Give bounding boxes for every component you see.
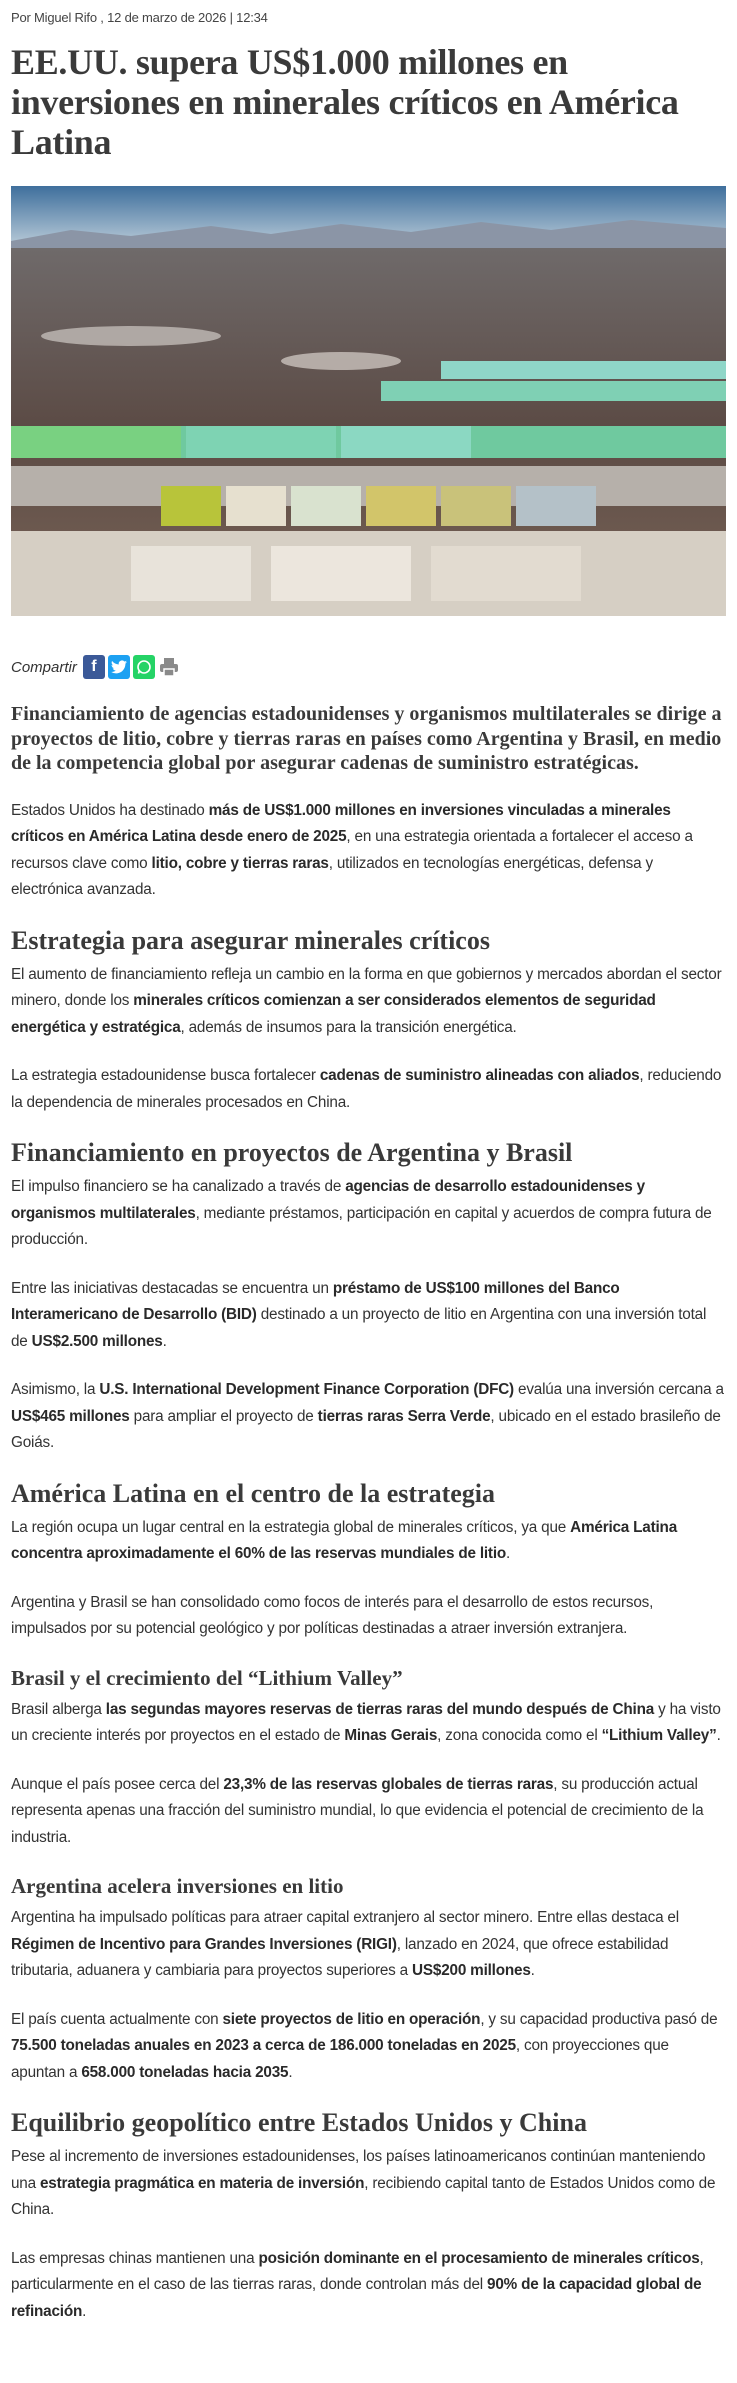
highlighted-text: agencias de desarrollo estadounidenses y… — [11, 1178, 645, 1222]
article: Por Miguel Rifo , 12 de marzo de 2026 | … — [11, 10, 726, 2326]
share-label: Compartir — [11, 658, 77, 676]
highlighted-text: cadenas de suministro alineadas con alia… — [319, 1067, 640, 1084]
paragraph-text: , recibiendo capital tanto de Estados Un… — [11, 2174, 716, 2219]
highlighted-text: tierras raras Serra Verde — [317, 1407, 491, 1425]
paragraph-text: , además de insumos para la transición e… — [180, 1018, 517, 1036]
paragraph-text: , lanzado en 2024, que ofrece estabilida… — [11, 1935, 669, 1980]
twitter-icon[interactable] — [107, 655, 130, 679]
paragraph-text: La región ocupa un lugar central en la e… — [11, 1518, 571, 1536]
paragraph-text: , y su capacidad productiva pasó de — [480, 2010, 718, 2028]
article-paragraph: Pese al incremento de inversiones estado… — [11, 2144, 726, 2224]
paragraph-text: Argentina ha impulsado políticas para at… — [11, 1909, 679, 1926]
paragraph-text: , zona conocida como el — [437, 1727, 602, 1744]
highlighted-text: las segundas mayores reservas de tierras… — [105, 1700, 655, 1718]
highlighted-text: más de US$1.000 millones en inversiones … — [11, 801, 671, 846]
highlighted-text: América Latina concentra aproximadamente… — [11, 1518, 678, 1563]
highlighted-text: 658.000 toneladas hacia 2035 — [81, 2063, 289, 2081]
article-paragraph: Aunque el país posee cerca del 23,3% de … — [11, 1772, 726, 1852]
highlighted-text: US$200 millones — [412, 1962, 531, 1979]
article-paragraph: La estrategia estadounidense busca forta… — [11, 1063, 726, 1116]
paragraph-text: Entre las iniciativas destacadas se encu… — [11, 1279, 333, 1297]
section-heading: Financiamiento en proyectos de Argentina… — [11, 1138, 573, 1167]
paragraph-text: El aumento de financiamiento refleja un … — [11, 965, 722, 1010]
paragraph-text: , con proyecciones que apuntan a — [11, 2037, 669, 2081]
paragraph-text: y ha visto un creciente interés por proy… — [11, 1700, 721, 1745]
highlighted-text: US$2.500 millones — [31, 1332, 163, 1350]
highlighted-text: 23,3% de las reservas globales de tierra… — [223, 1775, 554, 1793]
highlighted-text: minerales críticos comienzan a ser consi… — [11, 992, 656, 1036]
paragraph-text: , mediante préstamos, participación en c… — [11, 1204, 712, 1249]
article-paragraph: El impulso financiero se ha canalizado a… — [11, 1174, 726, 1254]
highlighted-text: 75.500 toneladas anuales en 2023 a cerca… — [11, 2037, 516, 2054]
paragraph-text: El país cuenta actualmente con — [11, 2010, 223, 2028]
paragraph-text: Aunque el país posee cerca del — [11, 1775, 224, 1793]
highlighted-text: estrategia pragmática en materia de inve… — [39, 2174, 365, 2192]
paragraph-text: evalúa una inversión cercana a — [513, 1381, 724, 1398]
paragraph-text: Brasil alberga — [11, 1700, 106, 1718]
paragraph-text: . — [506, 1545, 511, 1562]
article-paragraph: El aumento de financiamiento refleja un … — [11, 962, 726, 1042]
facebook-icon[interactable]: f — [82, 655, 105, 679]
highlighted-text: posición dominante en el procesamiento d… — [258, 2249, 700, 2267]
print-icon[interactable] — [158, 655, 180, 679]
paragraph-text: . — [530, 1962, 535, 1979]
highlighted-text: litio, cobre y tierras raras — [151, 854, 329, 872]
paragraph-text: . — [82, 2302, 87, 2320]
paragraph-text: para ampliar el proyecto de — [129, 1407, 318, 1425]
section-heading: Estrategia para asegurar minerales críti… — [11, 925, 490, 955]
paragraph-text: destinado a un proyecto de litio en Arge… — [11, 1306, 707, 1350]
article-paragraph: Estados Unidos ha destinado más de US$1.… — [11, 798, 726, 904]
paragraph-text: Argentina y Brasil se han consolidado co… — [11, 1593, 654, 1638]
article-paragraph: El país cuenta actualmente con siete pro… — [11, 2007, 726, 2087]
highlighted-text: Régimen de Incentivo para Grandes Invers… — [11, 1935, 397, 1953]
article-paragraph: Asimismo, la U.S. International Developm… — [11, 1377, 726, 1457]
highlighted-text: US$465 millones — [11, 1407, 130, 1425]
article-body: Estados Unidos ha destinado más de US$1.… — [11, 798, 726, 2326]
paragraph-text: , ubicado en el estado brasileño de Goiá… — [11, 1407, 721, 1452]
article-paragraph: La región ocupa un lugar central en la e… — [11, 1515, 726, 1568]
paragraph-text: Estados Unidos ha destinado — [11, 801, 209, 819]
highlighted-text: Minas Gerais — [344, 1727, 438, 1744]
hero-image-salt-flats-lithium-ponds — [11, 186, 726, 616]
highlighted-text: U.S. International Development Finance C… — [99, 1381, 514, 1398]
paragraph-text: , en una estrategia orientada a fortalec… — [11, 828, 693, 872]
subsection-heading: Brasil y el crecimiento del “Lithium Val… — [11, 1665, 403, 1690]
article-paragraph: Argentina y Brasil se han consolidado co… — [11, 1590, 726, 1643]
section-heading: Equilibrio geopolítico entre Estados Uni… — [11, 2108, 587, 2137]
paragraph-text: , particularmente en el caso de las tier… — [11, 2249, 704, 2294]
article-paragraph: Argentina ha impulsado políticas para at… — [11, 1905, 726, 1985]
article-paragraph: Las empresas chinas mantienen una posici… — [11, 2246, 726, 2326]
byline: Por Miguel Rifo , 12 de marzo de 2026 | … — [11, 10, 268, 25]
section-heading: América Latina en el centro de la estrat… — [11, 1478, 495, 1508]
paragraph-text: Las empresas chinas mantienen una — [11, 2249, 259, 2267]
subsection-heading: Argentina acelera inversiones en litio — [11, 1874, 344, 1898]
paragraph-text: El impulso financiero se ha canalizado a… — [11, 1178, 346, 1195]
paragraph-text: Asimismo, la — [11, 1381, 100, 1398]
highlighted-text: 90% de la capacidad global de refinación — [11, 2276, 702, 2320]
article-title: EE.UU. supera US$1.000 millones en inver… — [11, 42, 679, 162]
whatsapp-icon[interactable] — [132, 655, 155, 679]
article-paragraph: Brasil alberga las segundas mayores rese… — [11, 1697, 726, 1750]
paragraph-text: , reduciendo la dependencia de minerales… — [11, 1067, 722, 1111]
paragraph-text: Pese al incremento de inversiones estado… — [11, 2148, 706, 2192]
article-lede: Financiamiento de agencias estadounidens… — [11, 703, 722, 774]
paragraph-text: La estrategia estadounidense busca forta… — [11, 1067, 320, 1084]
paragraph-text: . — [162, 1332, 167, 1350]
paragraph-text: . — [288, 2063, 293, 2081]
share-bar: Compartir f — [11, 652, 726, 682]
paragraph-text: , su producción actual representa apenas… — [11, 1775, 704, 1846]
highlighted-text: préstamo de US$100 millones del Banco In… — [11, 1279, 620, 1324]
paragraph-text: . — [716, 1727, 721, 1744]
paragraph-text: , utilizados en tecnologías energéticas,… — [11, 854, 653, 899]
highlighted-text: “Lithium Valley” — [601, 1727, 717, 1744]
highlighted-text: siete proyectos de litio en operación — [222, 2010, 481, 2028]
article-paragraph: Entre las iniciativas destacadas se encu… — [11, 1276, 726, 1356]
